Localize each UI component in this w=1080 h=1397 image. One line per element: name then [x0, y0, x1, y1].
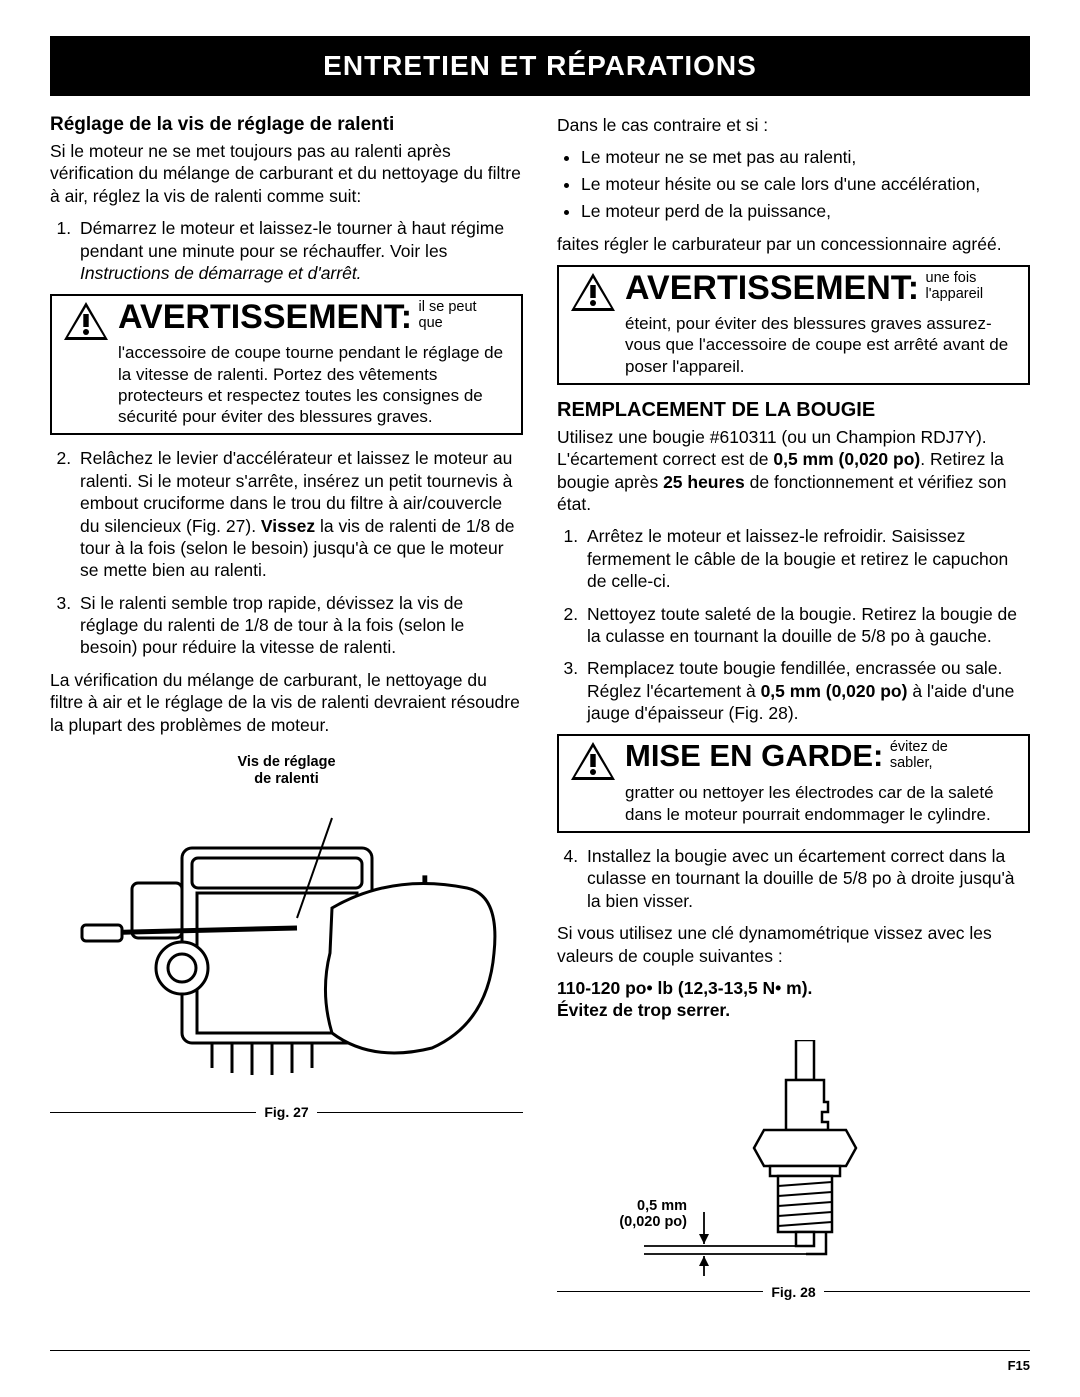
left-column: Réglage de la vis de réglage de ralenti …	[50, 114, 523, 1300]
torque-bold: 110-120 po• lb (12,3-13,5 N• m).	[557, 978, 812, 998]
fig28-caption: Fig. 28	[763, 1284, 823, 1300]
warn-title-right: AVERTISSEMENT:	[625, 269, 919, 307]
sp-step-3: Remplacez toute bougie fendillée, encras…	[583, 657, 1030, 724]
caution-title-wrap: MISE EN GARDE: évitez de sabler,	[625, 740, 948, 772]
sp-steps-1: Arrêtez le moteur et laissez-le refroidi…	[557, 525, 1030, 724]
page: ENTRETIEN ET RÉPARATIONS Réglage de la v…	[0, 0, 1080, 1397]
sp-steps-4: Installez la bougie avec un écartement c…	[557, 845, 1030, 912]
sp-p1-bold1: 0,5 mm (0,020 po)	[773, 449, 920, 469]
caution-body: gratter ou nettoyer les électrodes car d…	[625, 782, 1018, 825]
warn-lead-r1: une fois	[926, 270, 977, 286]
warning-triangle-icon	[569, 271, 617, 313]
fig28-label: 0,5 mm (0,020 po)	[597, 1198, 687, 1231]
left-outro: La vérification du mélange de carburant,…	[50, 669, 523, 736]
warn-lead-right: une fois l'appareil	[926, 271, 984, 303]
fig28-label-line1: 0,5 mm	[637, 1198, 687, 1214]
fig27-rule: Fig. 27	[50, 1104, 523, 1120]
warn-body: l'accessoire de coupe tourne pendant le …	[118, 342, 511, 427]
left-heading: Réglage de la vis de réglage de ralenti	[50, 114, 523, 136]
sp-step-2: Nettoyez toute saleté de la bougie. Reti…	[583, 603, 1030, 648]
sp-p1: Utilisez une bougie #610311 (ou un Champ…	[557, 426, 1030, 516]
sp-step-4: Installez la bougie avec un écartement c…	[583, 845, 1030, 912]
left-step-2: Relâchez le levier d'accélérateur et lai…	[76, 447, 523, 581]
torque-values: 110-120 po• lb (12,3-13,5 N• m). Évitez …	[557, 977, 1030, 1022]
warn-body-right: éteint, pour éviter des blessures graves…	[625, 313, 1018, 377]
caution-title: MISE EN GARDE:	[625, 738, 883, 773]
torque-warn: Évitez de trop serrer.	[557, 1000, 730, 1020]
warn-head: AVERTISSEMENT: il se peut que	[62, 300, 511, 342]
caution-lead-1: évitez de	[890, 739, 948, 755]
page-number: F15	[1008, 1358, 1030, 1373]
step2-bold: Vissez	[261, 516, 315, 536]
warning-triangle-icon	[62, 300, 110, 342]
left-step-1: Démarrez le moteur et laissez-le tourner…	[76, 217, 523, 284]
warn-title: AVERTISSEMENT:	[118, 298, 412, 336]
fig28-rule: Fig. 28	[557, 1284, 1030, 1300]
warn-lead-1: il se peut	[419, 299, 477, 315]
sp-step-1: Arrêtez le moteur et laissez-le refroidi…	[583, 525, 1030, 592]
figure-27: Vis de réglage de ralenti	[50, 754, 523, 1120]
warn-title-wrap-right: AVERTISSEMENT: une fois l'appareil	[625, 271, 983, 305]
warning-triangle-icon	[569, 740, 617, 782]
warn-lead-2: que	[419, 315, 443, 331]
left-steps-1: Démarrez le moteur et laissez-le tourner…	[50, 217, 523, 284]
warn-head-right: AVERTISSEMENT: une fois l'appareil	[569, 271, 1018, 313]
left-steps-2: Relâchez le levier d'accélérateur et lai…	[50, 447, 523, 659]
fig28-label-line2: (0,020 po)	[619, 1214, 687, 1230]
sp-p1-bold2: 25 heures	[663, 472, 745, 492]
warning-box-left: AVERTISSEMENT: il se peut que l'accessoi…	[50, 294, 523, 435]
warning-box-right: AVERTISSEMENT: une fois l'appareil étein…	[557, 265, 1030, 385]
warn-lead: il se peut que	[419, 300, 477, 332]
fig27-illustration: + -	[72, 793, 502, 1093]
warn-title-wrap: AVERTISSEMENT: il se peut que	[118, 300, 477, 334]
two-column-layout: Réglage de la vis de réglage de ralenti …	[50, 114, 1030, 1300]
step1-text-a: Démarrez le moteur et laissez-le tourner…	[80, 218, 504, 260]
bullet-3: Le moteur perd de la puissance,	[581, 200, 1030, 223]
section-banner: ENTRETIEN ET RÉPARATIONS	[50, 36, 1030, 96]
caution-lead: évitez de sabler,	[890, 740, 948, 772]
left-step-3: Si le ralenti semble trop rapide, déviss…	[76, 592, 523, 659]
bottom-rule	[50, 1350, 1030, 1351]
warn-lead-r2: l'appareil	[926, 286, 984, 302]
fig27-label: Vis de réglage de ralenti	[50, 754, 523, 787]
left-intro: Si le moteur ne se met toujours pas au r…	[50, 140, 523, 207]
caution-head: MISE EN GARDE: évitez de sabler,	[569, 740, 1018, 782]
caution-box: MISE EN GARDE: évitez de sabler, gratter…	[557, 734, 1030, 833]
fig27-caption: Fig. 27	[256, 1104, 316, 1120]
figure-28: 0,5 mm (0,020 po)	[557, 1040, 1030, 1300]
fig27-label-line1: Vis de réglage	[237, 754, 335, 770]
right-bullets: Le moteur ne se met pas au ralenti, Le m…	[557, 146, 1030, 222]
sp-step3-bold: 0,5 mm (0,020 po)	[761, 681, 908, 701]
step1-italic: Instructions de démarrage et d'arrêt.	[80, 263, 362, 283]
caution-lead-2: sabler,	[890, 755, 933, 771]
fig27-label-line2: de ralenti	[254, 771, 318, 787]
bullet-2: Le moteur hésite ou se cale lors d'une a…	[581, 173, 1030, 196]
fig28-illustration	[564, 1040, 1024, 1280]
torque-intro: Si vous utilisez une clé dynamométrique …	[557, 922, 1030, 967]
bullet-1: Le moteur ne se met pas au ralenti,	[581, 146, 1030, 169]
right-after-bullets: faites régler le carburateur par un conc…	[557, 233, 1030, 255]
right-intro: Dans le cas contraire et si :	[557, 114, 1030, 136]
right-column: Dans le cas contraire et si : Le moteur …	[557, 114, 1030, 1300]
spark-plug-heading: REMPLACEMENT DE LA BOUGIE	[557, 399, 1030, 422]
